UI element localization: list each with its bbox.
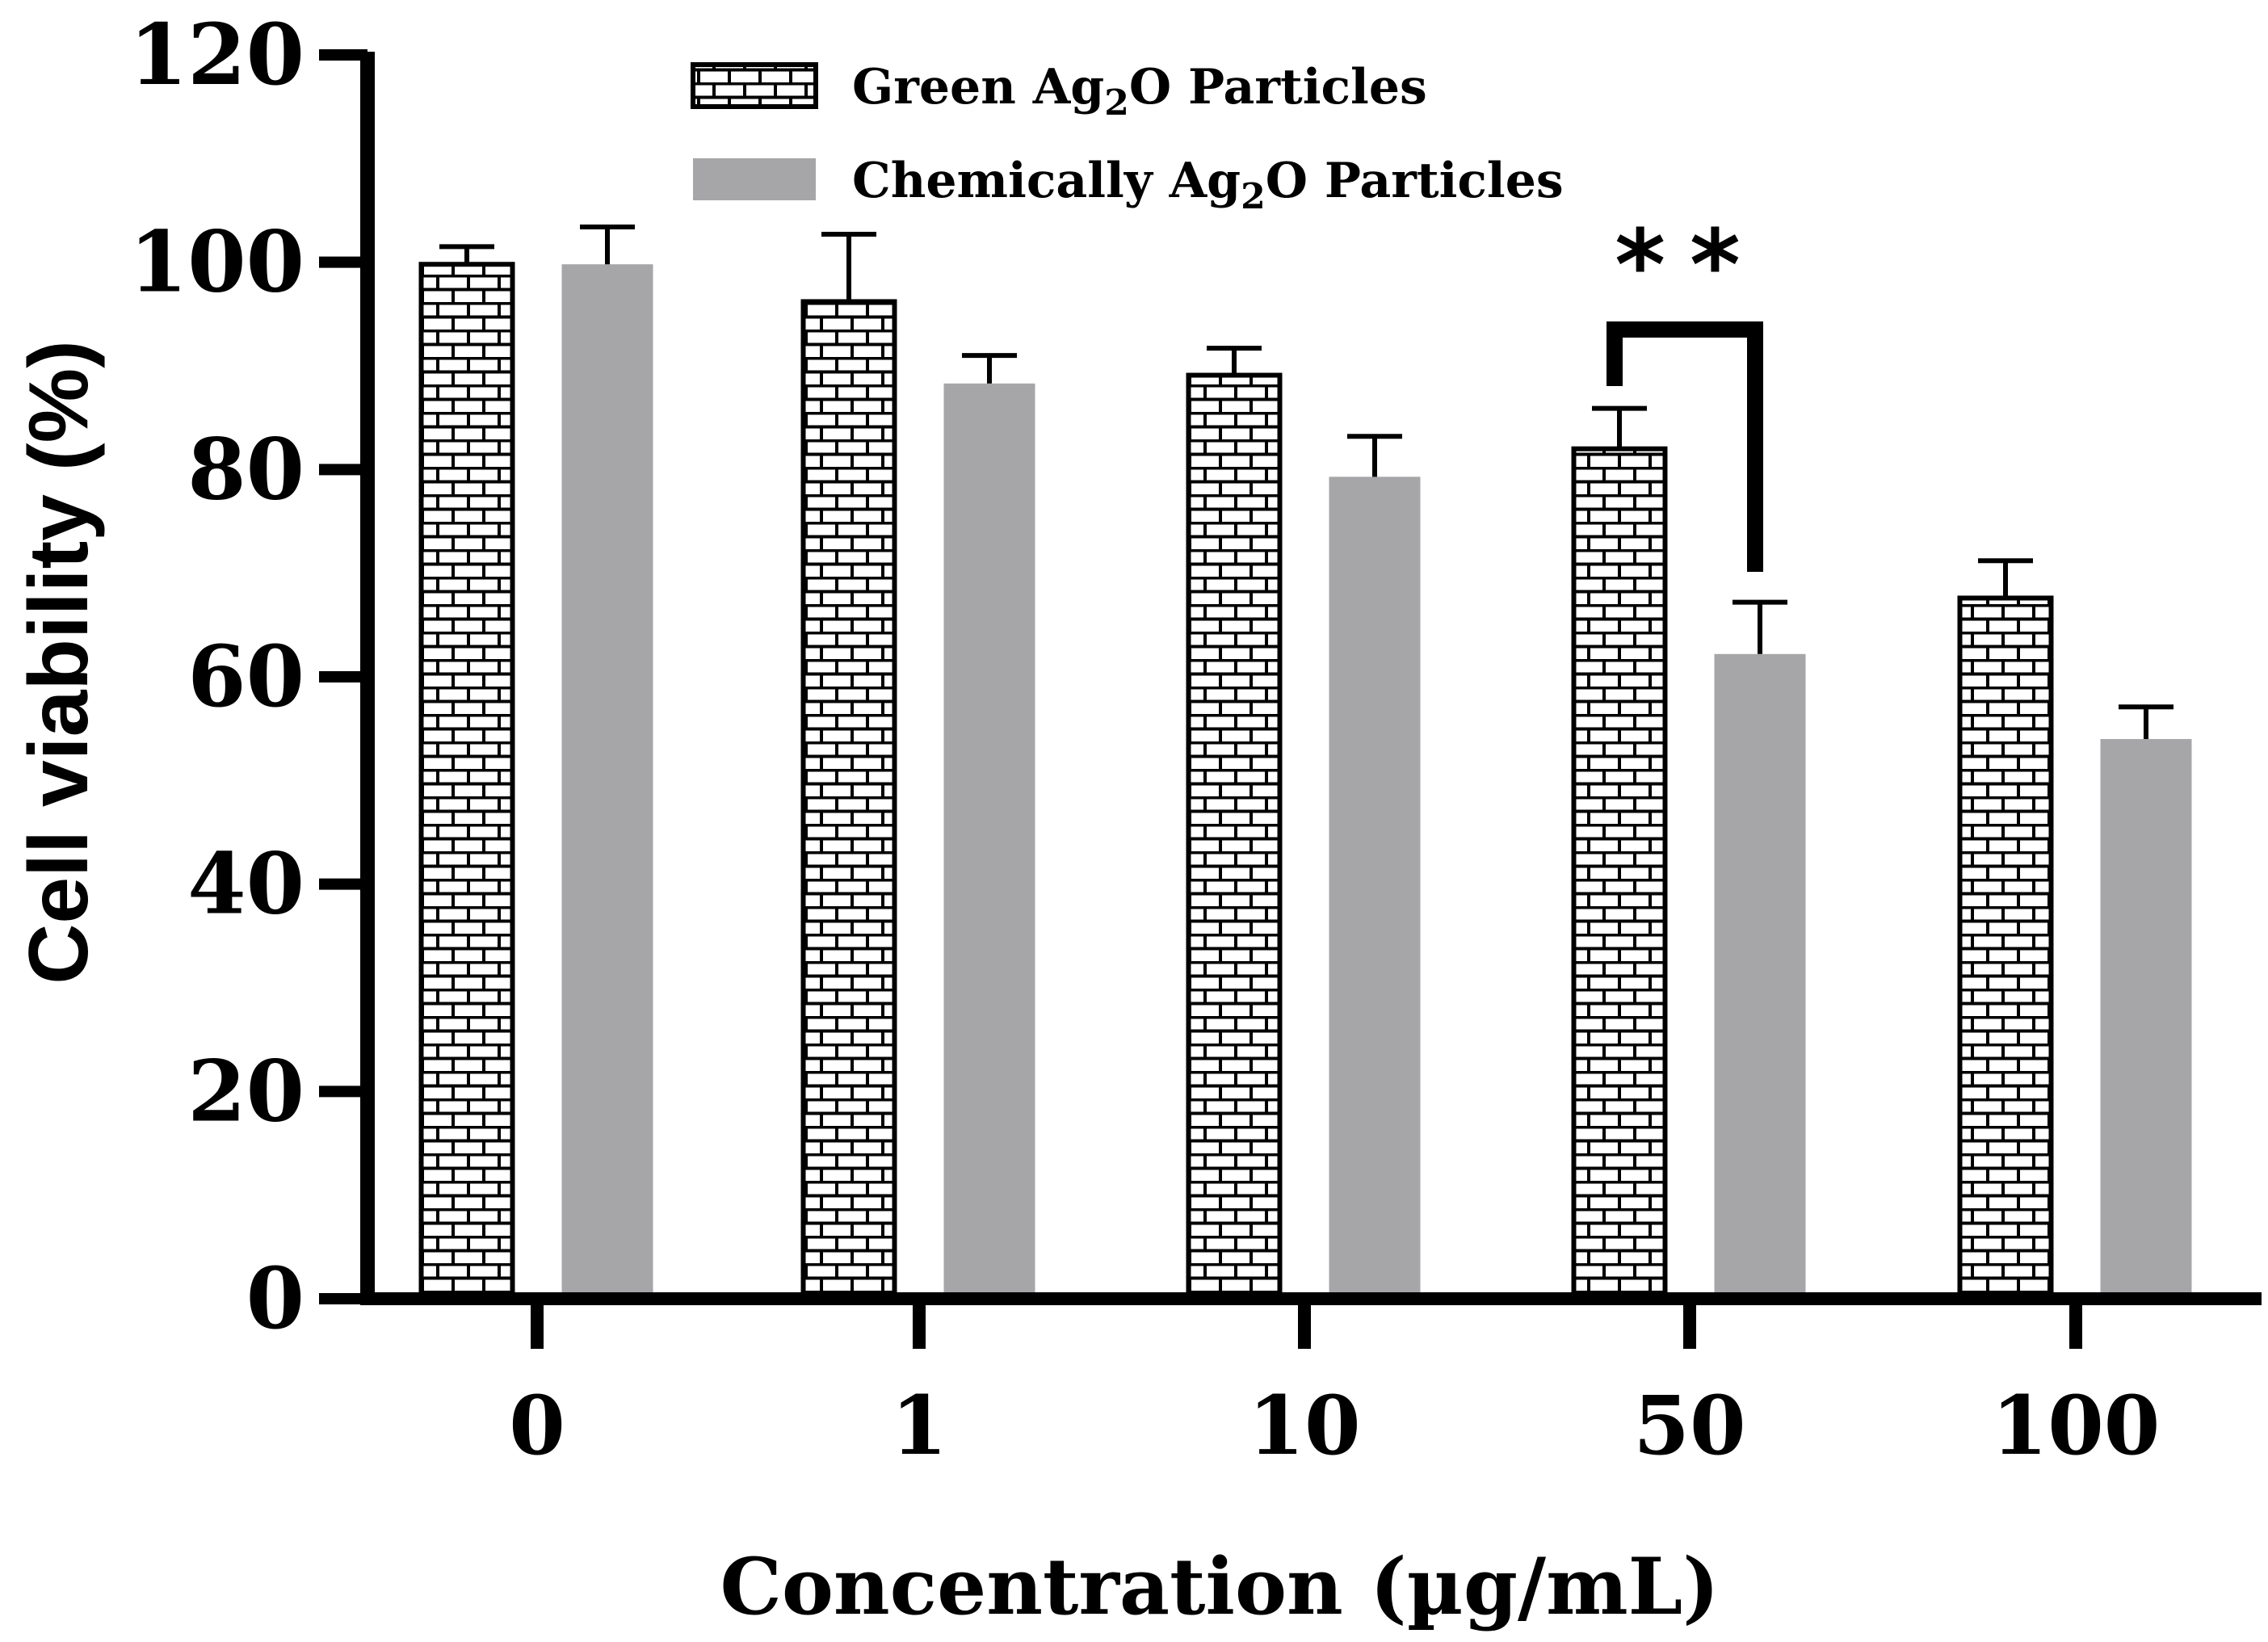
- x-tick-label-50: 50: [1633, 1378, 1745, 1473]
- bar-green-50: [1571, 446, 1668, 1302]
- legend-swatch-green: [691, 62, 818, 109]
- significance-bracket: [1606, 321, 1763, 572]
- axes: [319, 49, 2262, 1349]
- x-tick-label-100: 100: [1992, 1378, 2161, 1473]
- legend: Green Ag2O Particles Chemically Ag2O Part…: [691, 59, 1564, 217]
- bar-green-100: [1957, 595, 2054, 1301]
- legend-swatch-chemical: [693, 158, 816, 200]
- bar-chemical-0: [561, 264, 653, 1299]
- legend-label-green: Green Ag2O Particles: [852, 59, 1427, 124]
- bars: [418, 225, 2192, 1302]
- y-tick-label-120: 120: [129, 5, 304, 104]
- y-tick-label-40: 40: [187, 834, 304, 934]
- x-tick-label-10: 10: [1248, 1378, 1360, 1473]
- y-tick-label-60: 60: [187, 627, 304, 726]
- x-axis-title: Concentration (µg/mL): [720, 1541, 1719, 1632]
- bar-chemical-10: [1329, 477, 1421, 1299]
- tick-labels: 0 20 40 60 80 100 120 0 1 10 50 100: [129, 5, 2160, 1473]
- x-tick-label-1: 1: [891, 1378, 947, 1473]
- bar-chemical-50: [1714, 653, 1806, 1299]
- y-tick-label-80: 80: [187, 419, 304, 519]
- significance-label: **: [1615, 210, 1765, 322]
- bar-green-10: [1186, 372, 1283, 1301]
- legend-label-chemical: Chemically Ag2O Particles: [852, 153, 1564, 217]
- y-tick-label-0: 0: [246, 1249, 304, 1348]
- bar-chemical-100: [2100, 739, 2192, 1299]
- y-tick-label-20: 20: [187, 1041, 304, 1140]
- bar-green-0: [418, 262, 515, 1302]
- significance-annotation: **: [1606, 210, 1765, 572]
- y-axis-title: Cell viability (%): [12, 340, 106, 985]
- bar-green-1: [800, 299, 897, 1301]
- bar-chemical-1: [943, 383, 1035, 1300]
- y-tick-label-100: 100: [129, 212, 304, 312]
- x-tick-label-0: 0: [509, 1378, 565, 1473]
